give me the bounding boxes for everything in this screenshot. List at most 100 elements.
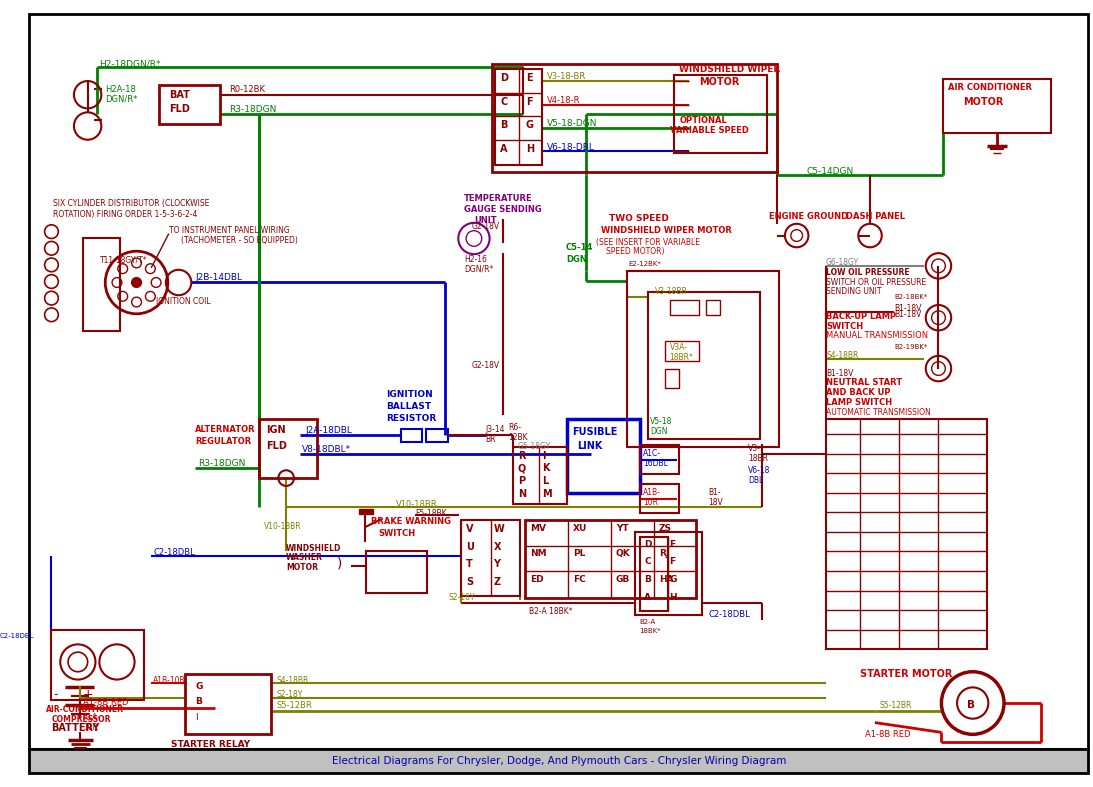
Text: A1B-: A1B- — [643, 488, 661, 497]
Text: 16DBL: 16DBL — [643, 459, 668, 467]
Text: FLD: FLD — [267, 441, 287, 451]
Text: WINDSHIELD WIPER MOTOR: WINDSHIELD WIPER MOTOR — [601, 226, 732, 235]
Text: 18BR: 18BR — [748, 453, 767, 463]
Text: B1-: B1- — [708, 488, 721, 497]
Text: OPTIONAL: OPTIONAL — [680, 116, 727, 125]
Bar — [51, 630, 144, 700]
Text: SWITCH: SWITCH — [826, 322, 863, 331]
Text: C5-14: C5-14 — [566, 243, 593, 253]
Text: LOW OIL PRESSURE: LOW OIL PRESSURE — [826, 268, 909, 277]
Text: Y: Y — [494, 560, 501, 569]
Text: 18BR*: 18BR* — [670, 353, 693, 362]
Text: V6-18: V6-18 — [748, 467, 771, 475]
Text: H2-16: H2-16 — [465, 255, 487, 264]
Text: V3A-: V3A- — [670, 343, 687, 352]
Bar — [461, 520, 520, 597]
Text: XU: XU — [573, 524, 587, 533]
Text: H: H — [526, 143, 533, 153]
Text: SENDING UNIT: SENDING UNIT — [826, 287, 882, 297]
Bar — [635, 532, 702, 615]
Text: G2-18V: G2-18V — [472, 222, 501, 231]
Text: A: A — [644, 593, 651, 601]
Text: FUSIBLE: FUSIBLE — [572, 427, 618, 438]
Text: V3-18BR: V3-18BR — [655, 287, 687, 297]
Bar — [567, 419, 640, 493]
Text: UNIT: UNIT — [474, 216, 496, 225]
Text: TO INSTRUMENT PANEL WIRING: TO INSTRUMENT PANEL WIRING — [168, 226, 290, 235]
Text: MANUAL TRANSMISSION: MANUAL TRANSMISSION — [826, 331, 928, 341]
Text: E: E — [670, 540, 675, 549]
Bar — [627, 271, 779, 447]
Text: TWO SPEED: TWO SPEED — [609, 214, 669, 223]
Bar — [259, 419, 317, 478]
Text: S4-18BR: S4-18BR — [826, 351, 858, 360]
Text: B2-A 18BK*: B2-A 18BK* — [529, 608, 573, 616]
Text: BACK-UP LAMP: BACK-UP LAMP — [826, 312, 896, 321]
Text: G: G — [526, 120, 533, 130]
Text: C5-14DGN: C5-14DGN — [807, 167, 854, 176]
Text: (SEE INSERT FOR VARIABLE: (SEE INSERT FOR VARIABLE — [596, 238, 701, 246]
Text: R: R — [518, 451, 526, 460]
Text: COMPRESSOR: COMPRESSOR — [51, 715, 111, 724]
Text: X: X — [494, 541, 501, 552]
Text: ZS: ZS — [659, 524, 672, 533]
Text: C: C — [501, 97, 507, 107]
Bar — [492, 65, 777, 172]
Text: C2-18DBL: C2-18DBL — [153, 548, 195, 556]
Text: GAUGE SENDING: GAUGE SENDING — [465, 205, 542, 214]
Bar — [674, 76, 767, 153]
Text: T11-18GY/T*: T11-18GY/T* — [101, 255, 148, 264]
Text: YT: YT — [615, 524, 628, 533]
Text: SIX CYLINDER DISTRIBUTOR (CLOCKWISE: SIX CYLINDER DISTRIBUTOR (CLOCKWISE — [54, 199, 210, 209]
Text: P: P — [518, 476, 525, 486]
Bar — [665, 342, 698, 360]
Text: H: H — [670, 593, 678, 601]
Text: A: A — [501, 143, 508, 153]
Text: F5-18BK: F5-18BK — [415, 509, 447, 519]
Text: MV: MV — [530, 524, 545, 533]
Text: PL: PL — [573, 549, 585, 559]
Text: G: G — [196, 682, 202, 690]
Text: F: F — [526, 97, 532, 107]
Text: A1-8B RED: A1-8B RED — [866, 730, 910, 740]
Text: BAT: BAT — [168, 90, 190, 100]
Bar — [83, 238, 120, 331]
Text: BALLAST: BALLAST — [386, 402, 431, 411]
Text: A1-8B RED: A1-8B RED — [83, 698, 128, 708]
Bar — [158, 85, 220, 124]
Text: G2-18V: G2-18V — [472, 360, 501, 370]
Text: V3-: V3- — [748, 444, 761, 453]
Text: S4-18BR: S4-18BR — [277, 676, 308, 685]
Text: BRAKE WARNING: BRAKE WARNING — [372, 517, 451, 527]
Text: SPEED MOTOR): SPEED MOTOR) — [606, 247, 665, 257]
Bar — [28, 749, 1089, 774]
Text: V5-18: V5-18 — [650, 417, 672, 427]
Text: IGNITION: IGNITION — [386, 390, 433, 399]
Text: R3-18DGN: R3-18DGN — [198, 459, 246, 467]
Text: AIR-CONDITIONER: AIR-CONDITIONER — [46, 705, 124, 714]
Bar — [665, 368, 680, 388]
Text: AND BACK UP: AND BACK UP — [826, 388, 891, 397]
Bar — [640, 445, 680, 475]
Text: 18BK*: 18BK* — [639, 628, 661, 634]
Text: C: C — [644, 557, 650, 567]
Text: A1C-: A1C- — [643, 449, 661, 458]
Text: WINDSHIELD WIPER: WINDSHIELD WIPER — [680, 65, 780, 75]
Text: J2A-18DBL: J2A-18DBL — [306, 427, 353, 435]
Text: QK: QK — [615, 549, 631, 559]
Text: 10R: 10R — [643, 497, 658, 507]
Bar — [648, 292, 761, 439]
Text: ENGINE GROUND: ENGINE GROUND — [769, 212, 848, 221]
Text: V8-18DBL*: V8-18DBL* — [302, 445, 351, 454]
Text: U: U — [466, 541, 474, 552]
Text: D: D — [644, 540, 651, 549]
Text: WASHER: WASHER — [286, 553, 324, 563]
Text: GB: GB — [615, 575, 630, 584]
Text: RESISTOR: RESISTOR — [386, 413, 436, 423]
Bar — [495, 69, 542, 165]
Text: L: L — [542, 476, 549, 486]
Text: TEMPERATURE: TEMPERATURE — [465, 194, 532, 204]
Bar — [426, 429, 447, 442]
Bar — [366, 552, 427, 593]
Text: J3-14: J3-14 — [485, 425, 505, 434]
